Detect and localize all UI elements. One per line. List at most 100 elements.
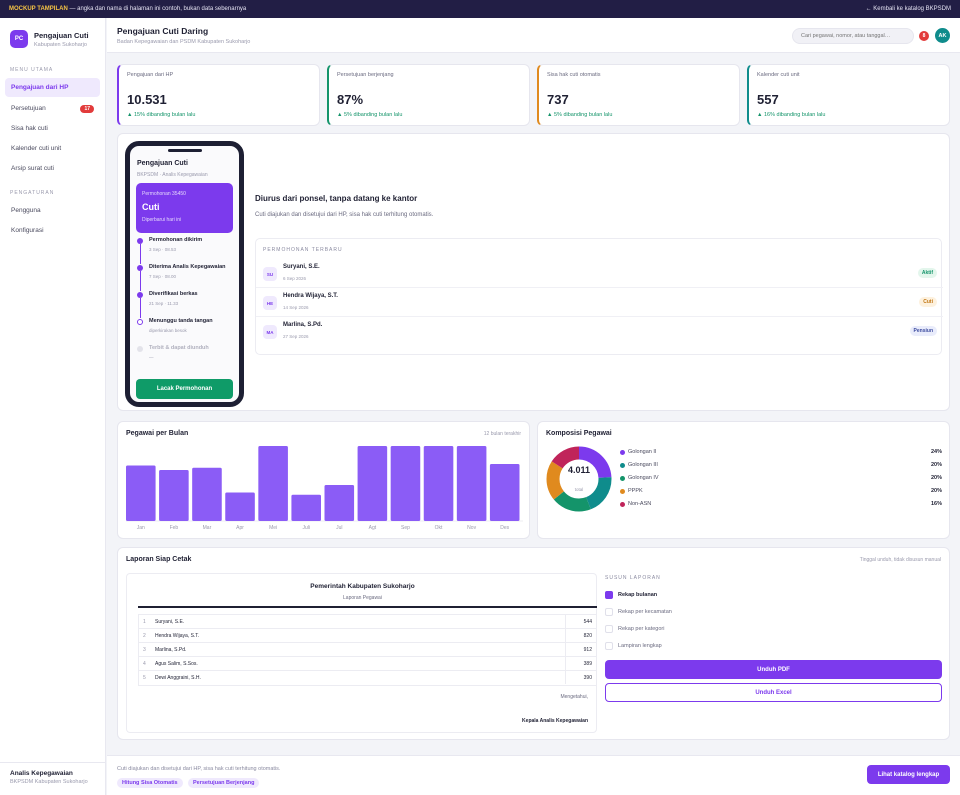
hero-panel: Pengajuan Cuti BKPSDM · Analis Kepegawai… xyxy=(117,133,950,411)
notification-badge[interactable]: 8 xyxy=(919,31,929,41)
legend-item: PPPK 20% xyxy=(620,487,942,500)
list-item[interactable]: HE Hendra Wijaya, S.T. 14 Sep 2026 Cuti xyxy=(256,288,943,317)
hero-heading: Diurus dari ponsel, tanpa datang ke kant… xyxy=(255,194,418,203)
stat-card-sisa-hak: Sisa hak cuti otomatis 737 ▲ 5% dibandin… xyxy=(537,64,740,126)
bar-chart-title: Pegawai per Bulan xyxy=(126,430,189,437)
step-meta: diperkirakan besok xyxy=(149,328,187,333)
request-name: Suryani, S.E. xyxy=(283,264,320,270)
phone-notch xyxy=(168,149,202,152)
timeline-step: Diverifikasi berkas 21 Sep · 11.33 xyxy=(137,291,235,318)
stat-label: Persetujuan berjenjang xyxy=(337,72,394,78)
report-subtitle: Tinggal unduh, tidak disusun manual xyxy=(859,557,941,563)
avatar[interactable]: AK xyxy=(935,28,950,43)
bar-okt[interactable] xyxy=(423,446,454,521)
step-current-dot xyxy=(137,319,143,325)
view-catalog-button[interactable]: Lihat katalog lengkap xyxy=(867,765,950,784)
checkbox[interactable] xyxy=(605,642,613,650)
sidebar-item-kalender[interactable]: Kalender cuti unit xyxy=(5,139,100,158)
x-tick-label: Feb xyxy=(170,525,179,531)
legend-value: 24% xyxy=(930,449,942,455)
avatar: MA xyxy=(263,325,277,339)
page-header: Pengajuan Cuti Daring Badan Kepegawaian … xyxy=(107,18,960,53)
step-title: Permohonan dikirim xyxy=(149,237,203,243)
hero-text: Cuti diajukan dan disetujui dari HP, sis… xyxy=(255,212,434,218)
legend-value: 20% xyxy=(930,488,942,494)
step-meta: 3 Sep · 08.53 xyxy=(149,247,177,252)
bar-jan[interactable] xyxy=(126,465,156,522)
brand: PC Pengajuan Cuti Kabupaten Sukoharjo xyxy=(0,18,105,48)
bar-jul[interactable] xyxy=(324,485,355,521)
legend-label: Non-ASN xyxy=(628,501,652,507)
feature-chip: Persetujuan Berjenjang xyxy=(188,778,260,788)
legend-label: PPPK xyxy=(628,488,643,494)
step-done-dot xyxy=(137,265,143,271)
sidebar-item-pengguna[interactable]: Pengguna xyxy=(5,201,100,220)
legend-item: Golongan IV 20% xyxy=(620,474,942,487)
track-request-button[interactable]: Lacak Permohonan xyxy=(136,379,233,399)
x-tick-label: Mar xyxy=(203,525,212,531)
status-timeline: Permohonan dikirim 3 Sep · 08.53 Diterima… xyxy=(137,237,235,372)
donut-slice-non-asn[interactable] xyxy=(546,446,612,512)
table-row: 3 Marlina, S.Pd. 912 xyxy=(139,643,596,657)
row-value: 390 xyxy=(565,671,596,684)
request-card: Permohonan 35450 Cuti Diperbarui hari in… xyxy=(136,183,233,233)
back-to-catalog-link[interactable]: ← Kembali ke katalog BKPSDM xyxy=(865,6,951,12)
table-row: 2 Hendra Wijaya, S.T. 820 xyxy=(139,629,596,643)
table-row: 5 Dewi Anggraini, S.H. 390 xyxy=(139,671,596,685)
bar-juli[interactable] xyxy=(291,494,321,521)
bar-sep[interactable] xyxy=(390,446,421,521)
legend-item: Golongan II 24% xyxy=(620,448,942,461)
sidebar-item-sisa-hak-cuti[interactable]: Sisa hak cuti xyxy=(5,119,100,138)
bar-feb[interactable] xyxy=(159,470,189,521)
bar-mei[interactable] xyxy=(258,446,288,521)
stat-delta: ▲ 5% dibanding bulan lalu xyxy=(337,112,403,118)
donut-slice-pppk[interactable] xyxy=(546,446,612,512)
checkbox[interactable] xyxy=(605,625,613,633)
doc-subtitle: Laporan Pegawai xyxy=(343,595,382,601)
row-index: 2 xyxy=(143,633,146,639)
brand-logo: PC xyxy=(10,30,28,48)
request-name: Marlina, S.Pd. xyxy=(283,322,323,328)
legend-label: Golongan III xyxy=(628,462,658,468)
donut-chart-card: Komposisi Pegawai 4.011 total Golongan I… xyxy=(537,421,950,539)
search-input[interactable] xyxy=(792,28,914,44)
bar-des[interactable] xyxy=(489,464,520,521)
row-name: Hendra Wijaya, S.T. xyxy=(155,633,200,639)
section-label-main: MENU UTAMA xyxy=(10,67,54,73)
sidebar-item-persetujuan[interactable]: Persetujuan 17 xyxy=(5,99,100,118)
download-excel-button[interactable]: Unduh Excel xyxy=(605,683,942,702)
timeline-connector xyxy=(139,244,141,264)
stat-label: Sisa hak cuti otomatis xyxy=(547,72,601,78)
row-value: 389 xyxy=(565,657,596,670)
donut-slice-golongan-iv[interactable] xyxy=(546,446,612,512)
legend-swatch xyxy=(620,489,625,494)
download-pdf-button[interactable]: Unduh PDF xyxy=(605,660,942,679)
brand-title: Pengajuan Cuti xyxy=(34,30,89,40)
checkbox[interactable] xyxy=(605,591,613,599)
banner-note: — angka dan nama di halaman ini contoh, … xyxy=(67,6,247,12)
bar-nov[interactable] xyxy=(456,446,487,521)
page-subtitle: Badan Kepegawaian dan PSDM Kabupaten Suk… xyxy=(117,39,251,45)
sidebar-item-label: Kalender cuti unit xyxy=(11,145,62,152)
bar-apr[interactable] xyxy=(225,492,255,522)
timeline-step: Terbit & dapat diunduh — xyxy=(137,345,235,372)
checkbox[interactable] xyxy=(605,608,613,616)
report-preview: Pemerintah Kabupaten Sukoharjo Laporan P… xyxy=(126,573,597,733)
bar-agt[interactable] xyxy=(357,446,388,521)
bar-mar[interactable] xyxy=(192,467,222,521)
timeline-connector xyxy=(139,271,141,291)
sidebar-item-pengajuan[interactable]: Pengajuan dari HP xyxy=(5,78,100,97)
row-index: 1 xyxy=(143,619,146,625)
report-title: Laporan Siap Cetak xyxy=(126,556,192,563)
donut-center-label: total xyxy=(574,487,584,492)
sidebar-item-konfigurasi[interactable]: Konfigurasi xyxy=(5,221,100,240)
report-panel: Laporan Siap Cetak Tinggal unduh, tidak … xyxy=(117,547,950,740)
option-label: Rekap per kecamatan xyxy=(618,609,672,615)
status-badge: Pensiun xyxy=(909,326,937,336)
list-item[interactable]: MA Marlina, S.Pd. 27 Sep 2026 Pensiun xyxy=(256,317,943,346)
donut-slice-golongan-iii[interactable] xyxy=(546,446,612,512)
page-title: Pengajuan Cuti Daring xyxy=(117,26,209,36)
list-item[interactable]: SU Suryani, S.E. 6 Sep 2026 Aktif xyxy=(256,259,943,288)
sidebar-item-arsip[interactable]: Arsip surat cuti xyxy=(5,159,100,178)
row-index: 3 xyxy=(143,647,146,653)
